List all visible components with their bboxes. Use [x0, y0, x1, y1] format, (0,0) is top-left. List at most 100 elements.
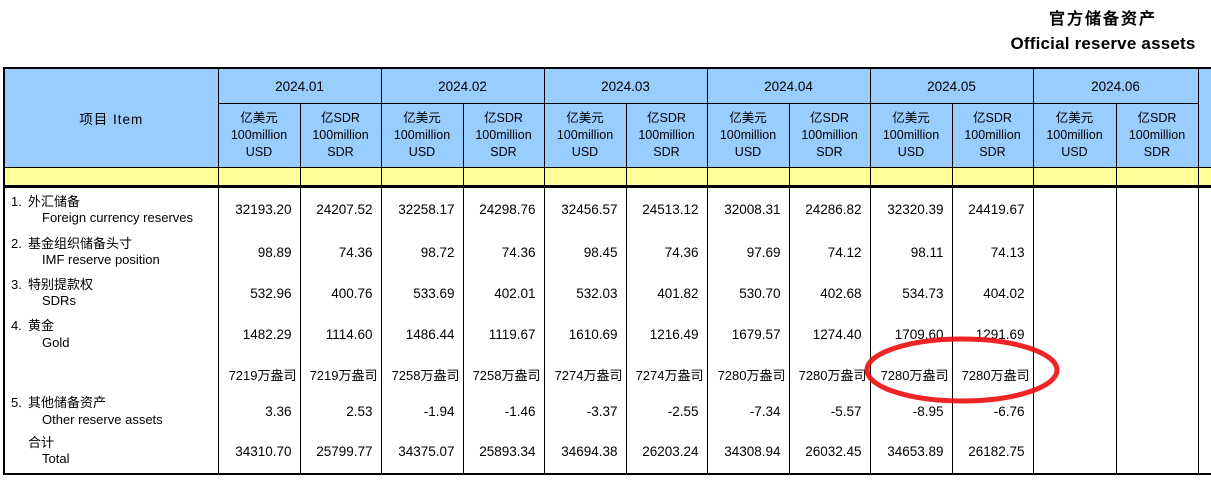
row-label-zh: 其他储备资产	[28, 395, 107, 411]
spacer-cell	[951, 167, 1034, 188]
value-cell: 7219万盎司	[217, 355, 301, 394]
spacer-cell	[299, 167, 382, 188]
row-label-zh: 基金组织储备头寸	[28, 235, 133, 251]
row-label-zh: 合计	[28, 434, 55, 450]
subheader-usd: 亿美元 100million USD	[380, 103, 464, 168]
value-cell: 24419.67	[951, 186, 1034, 232]
value-cell: 34375.07	[380, 429, 464, 474]
row-number: 5.	[11, 395, 22, 411]
value-cell: 402.68	[788, 272, 871, 314]
partial-cell	[1197, 231, 1211, 273]
value-cell: 534.73	[869, 272, 953, 314]
row-label-zh: 特别提款权	[28, 276, 94, 292]
spacer-cell	[869, 167, 953, 188]
row-number: 1.	[11, 193, 22, 209]
value-cell: 400.76	[299, 272, 382, 314]
value-cell: 1119.67	[462, 313, 545, 356]
row-label-en: IMF reserve position	[42, 252, 160, 267]
subheader-sdr: 亿SDR 100million SDR	[788, 103, 871, 168]
subheader-usd: 亿美元 100million USD	[1032, 103, 1117, 168]
spacer-cell	[3, 167, 219, 188]
value-cell: 24513.12	[625, 186, 708, 232]
value-cell: 530.70	[706, 272, 790, 314]
row-label-en: Total	[42, 451, 70, 466]
subheader-usd: 亿美元 100million USD	[706, 103, 790, 168]
spacer-cell	[1197, 167, 1211, 188]
spacer-cell	[380, 167, 464, 188]
value-cell: 74.12	[788, 231, 871, 273]
value-cell: 1486.44	[380, 313, 464, 356]
value-cell: 74.36	[625, 231, 708, 273]
value-cell: -7.34	[706, 393, 790, 430]
month-header-2024-04: 2024.04	[706, 67, 871, 104]
value-cell: 7280万盎司	[788, 355, 871, 394]
row-label-cell: 5. 其他储备资产 Other reserve assets	[3, 393, 219, 430]
value-cell: 24207.52	[299, 186, 382, 232]
value-cell: 7274万盎司	[543, 355, 627, 394]
partial-next-column-header	[1197, 67, 1211, 168]
row-label-en: Foreign currency reserves	[42, 209, 193, 225]
value-cell: 1274.40	[788, 313, 871, 356]
value-cell	[1032, 186, 1117, 232]
partial-cell	[1197, 313, 1211, 356]
value-cell: -6.76	[951, 393, 1034, 430]
value-cell: 74.36	[462, 231, 545, 273]
value-cell: -1.46	[462, 393, 545, 430]
spacer-cell	[1032, 167, 1117, 188]
unit-subheader-row: 亿美元 100million USD 亿SDR 100million SDR 亿…	[4, 103, 1211, 168]
item-column-header: 项目 Item	[3, 67, 219, 168]
table-row-gold: 4. 黄金 Gold 1482.29 1114.60 1486.44 1119.…	[3, 313, 1211, 356]
value-cell: 32193.20	[217, 186, 301, 232]
value-cell: 26182.75	[951, 429, 1034, 474]
partial-cell	[1197, 355, 1211, 394]
row-label-cell: 4. 黄金 Gold	[3, 313, 219, 356]
row-label-cell: 2. 基金组织储备头寸 IMF reserve position	[3, 231, 219, 273]
row-number: 4.	[11, 318, 22, 334]
value-cell	[1032, 231, 1117, 273]
table-row-sdrs: 3. 特别提款权 SDRs 532.96 400.76 533.69 402.0…	[3, 272, 1211, 314]
subheader-sdr: 亿SDR 100million SDR	[462, 103, 545, 168]
spacer-cell	[788, 167, 871, 188]
value-cell: 532.03	[543, 272, 627, 314]
table-row-gold-ounces: 7219万盎司 7219万盎司 7258万盎司 7258万盎司 7274万盎司 …	[3, 355, 1211, 394]
value-cell: 98.72	[380, 231, 464, 273]
value-cell: 401.82	[625, 272, 708, 314]
value-cell: 7280万盎司	[706, 355, 790, 394]
value-cell: 74.13	[951, 231, 1034, 273]
value-cell: 74.36	[299, 231, 382, 273]
month-header-2024-05: 2024.05	[869, 67, 1034, 104]
spacer-cell	[706, 167, 790, 188]
value-cell: 1291.69	[951, 313, 1034, 356]
subheader-sdr: 亿SDR 100million SDR	[625, 103, 708, 168]
subheader-sdr: 亿SDR 100million SDR	[951, 103, 1034, 168]
page-title-english: Official reserve assets	[1010, 34, 1196, 53]
value-cell: 404.02	[951, 272, 1034, 314]
value-cell	[1032, 429, 1117, 474]
table-row-total: 合计 Total 34310.70 25799.77 34375.07 2589…	[3, 429, 1211, 474]
spacer-cell	[217, 167, 301, 188]
value-cell	[1115, 186, 1199, 232]
value-cell: -5.57	[788, 393, 871, 430]
row-number: 3.	[11, 276, 22, 292]
value-cell: 98.45	[543, 231, 627, 273]
value-cell: 32456.57	[543, 186, 627, 232]
value-cell: 7258万盎司	[462, 355, 545, 394]
value-cell	[1032, 313, 1117, 356]
value-cell: 34653.89	[869, 429, 953, 474]
month-header-2024-01: 2024.01	[217, 67, 382, 104]
row-label-cell	[3, 355, 219, 394]
value-cell: 1610.69	[543, 313, 627, 356]
value-cell: 32258.17	[380, 186, 464, 232]
value-cell: 1114.60	[299, 313, 382, 356]
value-cell: 34694.38	[543, 429, 627, 474]
value-cell: 25893.34	[462, 429, 545, 474]
value-cell: 1679.57	[706, 313, 790, 356]
subheader-usd: 亿美元 100million USD	[543, 103, 627, 168]
value-cell	[1115, 429, 1199, 474]
value-cell: 533.69	[380, 272, 464, 314]
subheader-sdr: 亿SDR 100million SDR	[1115, 103, 1199, 168]
row-label-cell: 3. 特别提款权 SDRs	[3, 272, 219, 314]
value-cell	[1032, 355, 1117, 394]
partial-cell	[1197, 186, 1211, 232]
page-title-chinese: 官方储备资产	[1048, 9, 1157, 28]
